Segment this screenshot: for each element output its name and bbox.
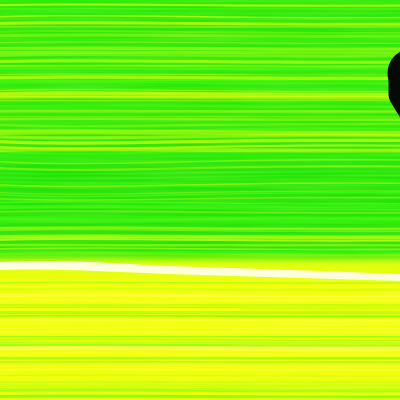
- bright-white-band: [0, 261, 400, 281]
- dark-blob: [387, 52, 400, 118]
